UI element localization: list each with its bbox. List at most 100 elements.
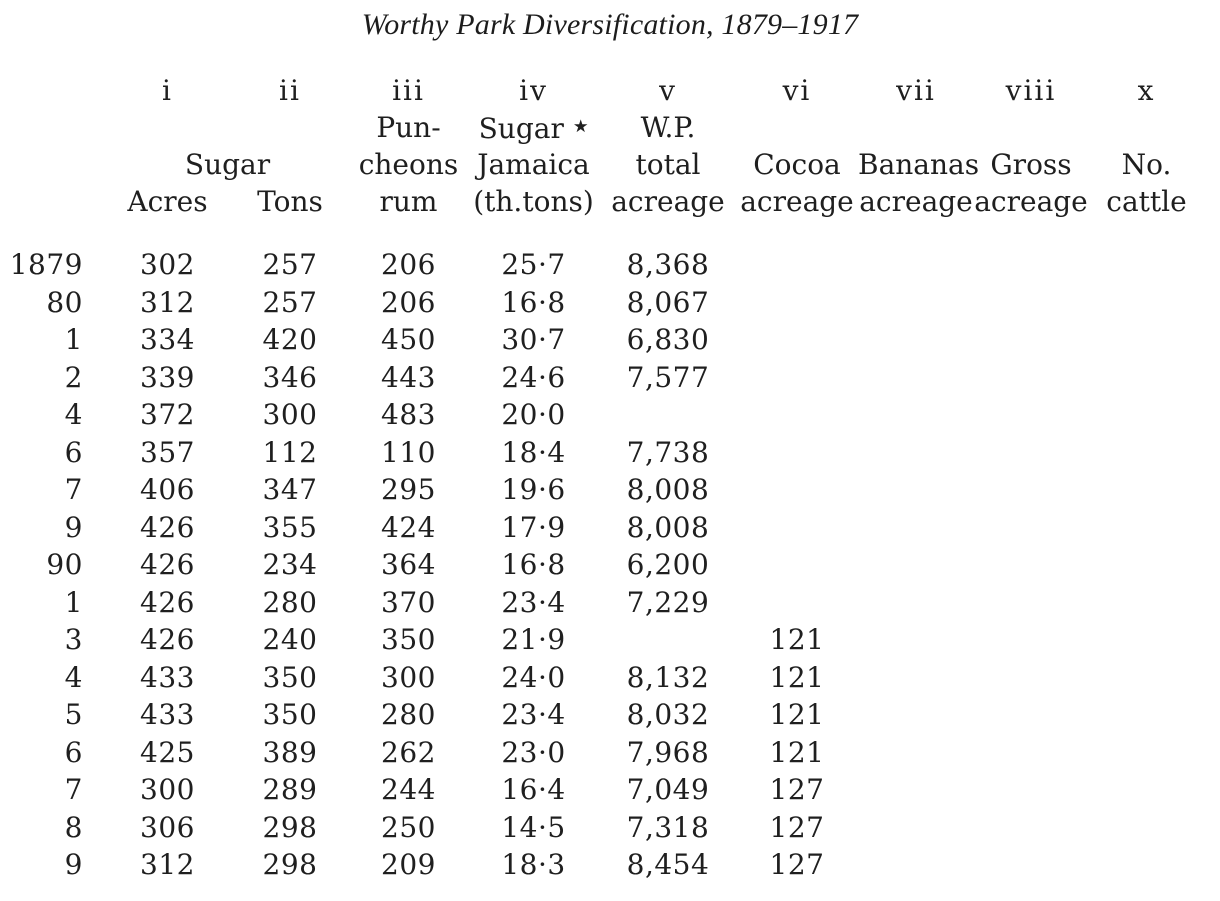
- value-cell: 127: [769, 810, 825, 844]
- value-cell: 302: [140, 248, 195, 281]
- value-cell: 121: [769, 698, 825, 731]
- year-cell: 6: [64, 435, 83, 469]
- value-cell: 20·0: [501, 398, 566, 431]
- value-cell: 121: [769, 735, 825, 769]
- col-numeral-viii: viii: [1005, 74, 1057, 107]
- header-spacer: [0, 146, 105, 183]
- header-spacer: [0, 109, 105, 146]
- value-cell: 298: [262, 848, 318, 881]
- col-header-tons: Tons: [257, 185, 323, 218]
- value-cell: 420: [262, 323, 318, 356]
- value-cell: 312: [140, 285, 195, 319]
- year-cell: 4: [64, 398, 83, 431]
- year-cell: 90: [46, 548, 83, 581]
- value-cell: 357: [140, 435, 195, 469]
- value-cell: 206: [381, 285, 436, 319]
- value-cell: 250: [381, 810, 436, 844]
- value-cell: 23·0: [501, 735, 566, 769]
- value-cell: 257: [262, 248, 318, 281]
- value-cell: [974, 621, 1088, 659]
- value-cell: [858, 246, 974, 284]
- value-cell: 443: [381, 360, 436, 394]
- year-cell: 5: [64, 698, 83, 731]
- value-cell: 7,577: [626, 360, 710, 394]
- value-cell: 262: [381, 735, 436, 769]
- table-row: 1 426 280 370 23·4 7,229: [0, 584, 1205, 622]
- value-cell: 17·9: [501, 510, 566, 544]
- value-cell: 16·8: [501, 548, 566, 581]
- col-header-sugar-group: Sugar: [184, 148, 271, 181]
- value-cell: [858, 771, 974, 809]
- value-cell: 433: [140, 660, 195, 694]
- table-row: 80 312 257 206 16·8 8,067: [0, 284, 1205, 322]
- value-cell: 6,830: [626, 323, 710, 356]
- value-cell: 346: [262, 360, 318, 394]
- value-cell: 127: [769, 848, 825, 881]
- value-cell: 425: [140, 735, 195, 769]
- value-cell: 8,008: [626, 473, 710, 506]
- table-row: 2 339 346 443 24·6 7,577: [0, 359, 1205, 397]
- value-cell: 350: [381, 623, 436, 656]
- year-cell: 2: [64, 360, 83, 394]
- value-cell: [1088, 396, 1205, 434]
- value-cell: [1088, 321, 1205, 359]
- value-cell: [1088, 471, 1205, 509]
- value-cell: 339: [140, 360, 195, 394]
- value-cell: [736, 546, 858, 584]
- value-cell: 18·3: [501, 848, 566, 881]
- table-row: 6 357 112 110 18·4 7,738: [0, 434, 1205, 472]
- value-cell: [858, 696, 974, 734]
- value-cell: 112: [262, 435, 318, 469]
- value-cell: 350: [262, 660, 318, 694]
- value-cell: [974, 734, 1088, 772]
- value-cell: [858, 509, 974, 547]
- value-cell: [736, 246, 858, 284]
- value-cell: 7,738: [626, 435, 710, 469]
- table-row: 4 372 300 483 20·0: [0, 396, 1205, 434]
- value-cell: [1088, 734, 1205, 772]
- year-cell: 9: [64, 848, 83, 881]
- year-cell: 9: [64, 510, 83, 544]
- value-cell: 7,229: [626, 585, 710, 619]
- value-cell: 25·7: [501, 248, 566, 281]
- header-spacer: [230, 109, 350, 146]
- table-row: 7 300 289 244 16·4 7,049 127: [0, 771, 1205, 809]
- value-cell: 298: [262, 810, 318, 844]
- value-cell: 280: [381, 698, 436, 731]
- col-header-cattle: cattle: [1106, 185, 1187, 218]
- value-cell: [858, 434, 974, 472]
- value-cell: [736, 321, 858, 359]
- value-cell: 16·4: [501, 773, 566, 806]
- value-cell: 389: [262, 735, 318, 769]
- value-cell: [974, 471, 1088, 509]
- value-cell: [858, 659, 974, 697]
- table-row: 8 306 298 250 14·5 7,318 127: [0, 809, 1205, 847]
- table-row: 1 334 420 450 30·7 6,830: [0, 321, 1205, 359]
- value-cell: 312: [140, 848, 195, 881]
- year-cell: 1879: [9, 248, 83, 281]
- col-header-sugar-jamaica-1: Sugar ★: [467, 109, 600, 146]
- header-spacer: [736, 109, 858, 146]
- value-cell: 7,049: [626, 773, 710, 806]
- col-header-acreage-vii: acreage: [859, 185, 973, 218]
- year-cell: 8: [64, 810, 83, 844]
- value-cell: [974, 584, 1088, 622]
- header-spacer: [0, 72, 105, 109]
- value-cell: [974, 696, 1088, 734]
- value-cell: 209: [381, 848, 436, 881]
- header-spacer: [1088, 109, 1205, 146]
- header-line4-row: Acres Tons rum (th.tons) acreage acreage…: [0, 183, 1205, 220]
- value-cell: [974, 396, 1088, 434]
- col-numeral-vi: vi: [782, 74, 812, 107]
- year-cell: 80: [46, 285, 83, 319]
- value-cell: [858, 359, 974, 397]
- year-cell: 3: [64, 623, 83, 656]
- value-cell: 23·4: [501, 698, 566, 731]
- value-cell: 433: [140, 698, 195, 731]
- value-cell: 372: [140, 398, 195, 431]
- header-line3-row: Sugar cheons Jamaica total Cocoa Bananas…: [0, 146, 1205, 183]
- header-numerals-row: i ii iii iv v vi vii viii x: [0, 72, 1205, 109]
- col-numeral-vii: vii: [896, 74, 936, 107]
- value-cell: 424: [381, 510, 436, 544]
